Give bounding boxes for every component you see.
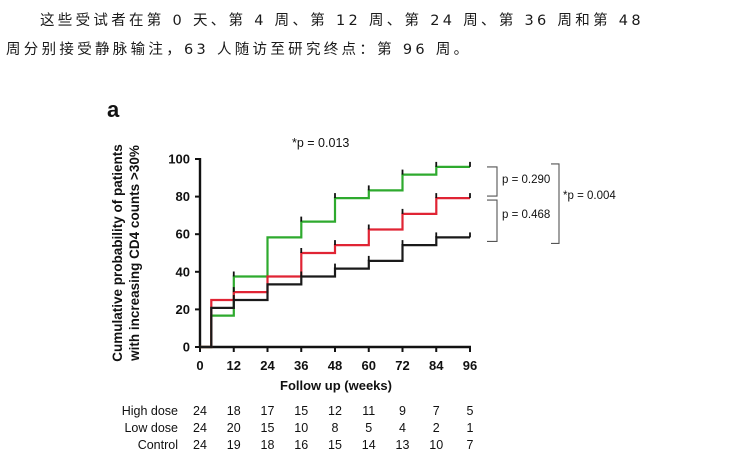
risk-cell: 24 [193,438,207,452]
y-tick-label: 20 [176,302,190,317]
risk-cell: 15 [328,438,342,452]
risk-cell: 4 [399,421,406,435]
risk-cell: 14 [362,438,376,452]
risk-cell: 20 [227,421,241,435]
x-tick-label: 0 [196,358,203,373]
risk-cell: 17 [261,404,275,418]
p-value-high-low: p = 0.290 [502,174,550,186]
risk-cell: 19 [227,438,241,452]
x-tick-label: 12 [227,358,241,373]
risk-cell: 2 [433,421,440,435]
paragraph-line-2: 周分别接受静脉输注，63 人随访至研究终点：第 96 周。 [6,42,472,58]
bracket-low-control [487,199,498,242]
series-line-high-dose [200,165,470,349]
y-tick-label: 40 [176,264,190,279]
x-tick-label: 24 [260,358,275,373]
risk-row-label: Control [138,438,178,452]
x-tick-label: 48 [328,358,342,373]
risk-cell: 9 [399,404,406,418]
x-axis-title: Follow up (weeks) [280,378,392,393]
chart-title: *p = 0.013 [292,136,349,150]
risk-row-label: Low dose [124,421,178,435]
series-layer [200,161,471,349]
p-value-low-control: p = 0.468 [502,209,550,221]
bracket-high-control [551,163,560,244]
y-tick-label: 0 [183,340,190,355]
risk-cell: 15 [261,421,275,435]
x-tick-label: 84 [429,358,444,373]
y-tick-label: 60 [176,227,190,242]
risk-cell: 8 [332,421,339,435]
bracket-high-low [487,166,498,197]
series-line-control [200,236,470,349]
risk-cell: 10 [429,438,443,452]
risk-cell: 7 [467,438,474,452]
risk-cell: 16 [294,438,308,452]
panel-label: a [107,97,120,122]
risk-cell: 7 [433,404,440,418]
y-axis-title-line-2: with increasing CD4 counts >30% [127,145,142,362]
risk-cell: 18 [261,438,275,452]
x-tick-label: 96 [463,358,477,373]
risk-row-label: High dose [122,404,178,418]
risk-cell: 12 [328,404,342,418]
p-value-high-control: *p = 0.004 [563,190,616,202]
risk-cell: 5 [365,421,372,435]
risk-cell: 15 [294,404,308,418]
risk-cell: 18 [227,404,241,418]
x-tick-label: 72 [395,358,409,373]
risk-cell: 11 [362,404,375,418]
y-axis-title: Cumulative probability of patients with … [110,144,142,362]
risk-cell: 24 [193,404,207,418]
risk-cell: 5 [467,404,474,418]
risk-cell: 13 [396,438,410,452]
p-value-brackets: p = 0.290 p = 0.468 *p = 0.004 [487,163,616,244]
risk-cell: 24 [193,421,207,435]
risk-cell: 10 [294,421,308,435]
y-axis-title-line-1: Cumulative probability of patients [110,144,125,362]
risk-cell: 1 [467,421,474,435]
y-tick-label: 80 [176,189,190,204]
axes: 0 12 24 36 48 60 72 84 96 0 20 40 60 80 100 [168,152,477,374]
y-tick-label: 100 [168,152,190,167]
paragraph-line-1: 这些受试者在第 0 天、第 4 周、第 12 周、第 24 周、第 36 周和第… [40,13,644,29]
series-line-low-dose [200,197,470,349]
x-tick-label: 36 [294,358,308,373]
x-tick-label: 60 [362,358,376,373]
